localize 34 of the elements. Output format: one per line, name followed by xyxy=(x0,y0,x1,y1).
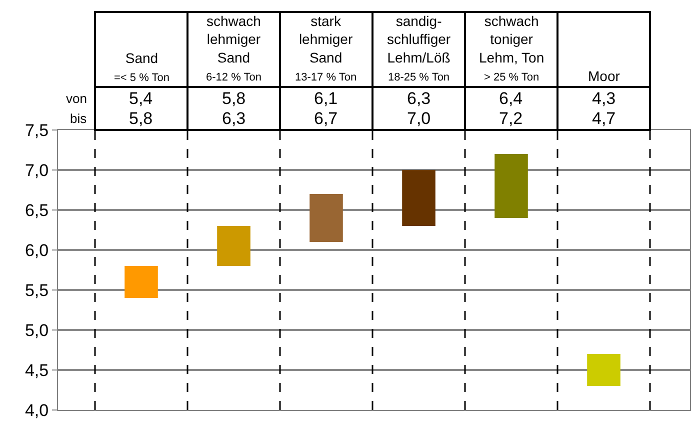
text: von xyxy=(66,91,87,106)
y-tick-label: 7,5 xyxy=(24,120,49,140)
x-tick-label: schwach toniger Lehm, Ton > 25 % Ton xyxy=(479,13,544,84)
bar xyxy=(124,266,158,298)
y-tick-label: 5,0 xyxy=(24,320,49,340)
text: 5,8 xyxy=(222,89,246,108)
text: 6,4 xyxy=(499,89,523,108)
x-tick-label: schwach lehmiger Sand 6-12 % Ton xyxy=(206,13,262,84)
x-tick-label: sandig- schluffiger Lehm/Löß 18-25 % Ton xyxy=(387,13,451,84)
text: 5,8 xyxy=(129,109,153,128)
text: 4,7 xyxy=(592,109,616,128)
x-tick-label: Sand =< 5 % Ton xyxy=(114,50,170,84)
text: 7,0 xyxy=(407,109,431,128)
text: bis xyxy=(70,111,88,126)
y-tick-label: 5,5 xyxy=(24,280,49,300)
text: 7,2 xyxy=(499,109,523,128)
bar xyxy=(402,170,436,226)
bar xyxy=(217,226,250,266)
y-tick-label: 4,0 xyxy=(24,400,49,420)
text: 5,4 xyxy=(129,89,153,108)
x-tick-label: Moor xyxy=(588,68,620,84)
y-tick-label: 4,5 xyxy=(24,360,49,380)
bar xyxy=(310,194,343,242)
bar xyxy=(587,354,620,386)
x-tick-label: stark lehmiger Sand 13-17 % Ton xyxy=(295,13,357,84)
y-tick-label: 6,0 xyxy=(24,240,49,260)
text: 6,1 xyxy=(314,89,338,108)
y-tick-label: 7,0 xyxy=(24,160,49,180)
text: 6,3 xyxy=(222,109,246,128)
text: 4,3 xyxy=(592,89,616,108)
text: 6,7 xyxy=(314,109,338,128)
bar xyxy=(494,154,528,218)
y-tick-label: 6,5 xyxy=(24,200,49,220)
text: 6,3 xyxy=(407,89,431,108)
